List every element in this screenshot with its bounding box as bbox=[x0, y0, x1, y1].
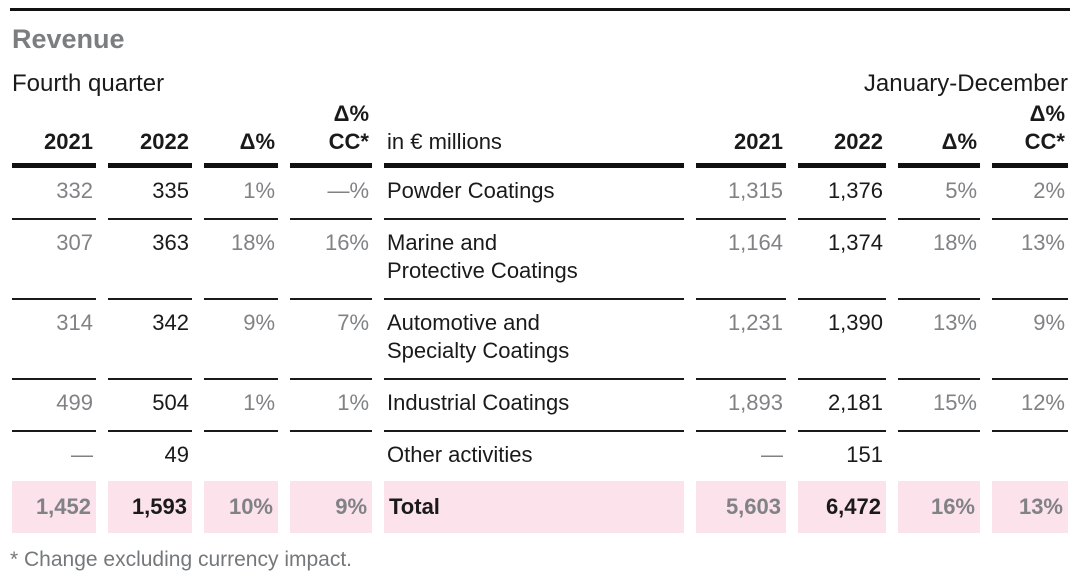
header-fy-2022: 2022 bbox=[798, 100, 886, 168]
header-fy-delta-cc: Δ% CC* bbox=[992, 100, 1068, 168]
total-label-text: Total bbox=[389, 494, 440, 519]
header-row: 2021 2022 Δ% Δ% CC* in € millions 2021 2… bbox=[12, 100, 1068, 168]
table-row-other-activities: — 49 Other activities — 151 bbox=[12, 432, 1068, 481]
fy-delta-value: 13% bbox=[898, 300, 980, 380]
total-q4-delta-cc-value: 9% bbox=[290, 481, 372, 533]
fy-2022-value: 1,374 bbox=[798, 220, 886, 300]
segment-label: Marine and Protective Coatings bbox=[384, 220, 684, 300]
total-q4-2021-value: 1,452 bbox=[12, 481, 96, 533]
q4-2022-value: 363 bbox=[108, 220, 192, 300]
segment-label: Other activities bbox=[384, 432, 684, 481]
header-unit-label: in € millions bbox=[384, 100, 684, 168]
header-fy-delta: Δ% bbox=[898, 100, 980, 168]
page-title: Revenue bbox=[12, 24, 125, 54]
q4-delta-cc-value: —% bbox=[290, 168, 372, 220]
q4-delta-cc-value bbox=[290, 432, 372, 481]
fy-2021-value: — bbox=[761, 442, 783, 467]
fy-delta-cc-value bbox=[992, 432, 1068, 481]
header-q4-2022: 2022 bbox=[108, 100, 192, 168]
segment-label: Industrial Coatings bbox=[384, 380, 684, 432]
total-q4-delta-value: 10% bbox=[204, 481, 278, 533]
total-label: Total bbox=[384, 481, 684, 533]
total-fy-delta-cc-value: 13% bbox=[992, 481, 1068, 533]
fy-2021-value: 1,893 bbox=[696, 380, 786, 432]
q4-2022-value: 504 bbox=[108, 380, 192, 432]
fy-2022-value: 1,376 bbox=[798, 168, 886, 220]
q4-2021-value: 499 bbox=[12, 380, 96, 432]
fy-2021-value: 1,164 bbox=[696, 220, 786, 300]
q4-2022-value: 49 bbox=[164, 442, 189, 467]
q4-delta-value: 1% bbox=[204, 380, 278, 432]
q4-delta-value: 9% bbox=[204, 300, 278, 380]
table-header: 2021 2022 Δ% Δ% CC* in € millions 2021 2… bbox=[12, 100, 1068, 168]
q4-delta-cc-value: 1% bbox=[290, 380, 372, 432]
total-q4-2022-value: 1,593 bbox=[108, 481, 192, 533]
header-q4-2021: 2021 bbox=[12, 100, 96, 168]
table-row-marine-protective: 307 363 18% 16% Marine and Protective Co… bbox=[12, 220, 1068, 300]
segment-label: Automotive and Specialty Coatings bbox=[384, 300, 684, 380]
total-fy-2022-value: 6,472 bbox=[798, 481, 886, 533]
q4-2021-value: — bbox=[71, 442, 93, 467]
header-q4-delta: Δ% bbox=[204, 100, 278, 168]
fy-delta-cc-value: 9% bbox=[992, 300, 1068, 380]
period-right-label: January-December bbox=[863, 70, 1068, 97]
fy-delta-value: 15% bbox=[898, 380, 980, 432]
period-left-label: Fourth quarter bbox=[12, 70, 165, 97]
segment-label-text: Other activities bbox=[387, 442, 533, 467]
period-labels: Fourth quarter January-December bbox=[12, 70, 1068, 98]
table-row-total: 1,452 1,593 10% 9% Total 5,603 6,472 16%… bbox=[12, 481, 1068, 533]
top-rule bbox=[10, 8, 1070, 11]
fy-2022-value: 2,181 bbox=[798, 380, 886, 432]
total-fy-delta-value: 16% bbox=[898, 481, 980, 533]
q4-delta-cc-value: 7% bbox=[290, 300, 372, 380]
q4-delta-value bbox=[204, 432, 278, 481]
q4-2022-value: 342 bbox=[108, 300, 192, 380]
table-row-powder-coatings: 332 335 1% —% Powder Coatings 1,315 1,37… bbox=[12, 168, 1068, 220]
footnote: * Change excluding currency impact. bbox=[10, 548, 353, 571]
q4-2021-value: 314 bbox=[12, 300, 96, 380]
total-fy-2021-value: 5,603 bbox=[696, 481, 786, 533]
revenue-table: 2021 2022 Δ% Δ% CC* in € millions 2021 2… bbox=[0, 100, 1080, 533]
table-row-industrial-coatings: 499 504 1% 1% Industrial Coatings 1,893 … bbox=[12, 380, 1068, 432]
q4-2022-value: 335 bbox=[108, 168, 192, 220]
q4-delta-value: 18% bbox=[204, 220, 278, 300]
q4-2021-value: 307 bbox=[12, 220, 96, 300]
segment-label-text: Automotive and Specialty Coatings bbox=[387, 310, 570, 363]
fy-delta-value: 18% bbox=[898, 220, 980, 300]
q4-delta-cc-value: 16% bbox=[290, 220, 372, 300]
fy-delta-value: 5% bbox=[898, 168, 980, 220]
q4-delta-value: 1% bbox=[204, 168, 278, 220]
segment-label: Powder Coatings bbox=[384, 168, 684, 220]
fy-delta-cc-value: 2% bbox=[992, 168, 1068, 220]
segment-label-text: Powder Coatings bbox=[387, 178, 555, 203]
segment-label-text: Industrial Coatings bbox=[387, 390, 570, 415]
fy-2021-value: 1,231 bbox=[696, 300, 786, 380]
q4-2021-value: 332 bbox=[12, 168, 96, 220]
fy-delta-cc-value: 12% bbox=[992, 380, 1068, 432]
fy-delta-value bbox=[898, 432, 980, 481]
header-fy-2021: 2021 bbox=[696, 100, 786, 168]
header-q4-delta-cc: Δ% CC* bbox=[290, 100, 372, 168]
fy-2022-value: 151 bbox=[846, 442, 883, 467]
segment-label-text: Marine and Protective Coatings bbox=[387, 230, 578, 283]
fy-2021-value: 1,315 bbox=[696, 168, 786, 220]
table-row-automotive-specialty: 314 342 9% 7% Automotive and Specialty C… bbox=[12, 300, 1068, 380]
fy-2022-value: 1,390 bbox=[798, 300, 886, 380]
fy-delta-cc-value: 13% bbox=[992, 220, 1068, 300]
